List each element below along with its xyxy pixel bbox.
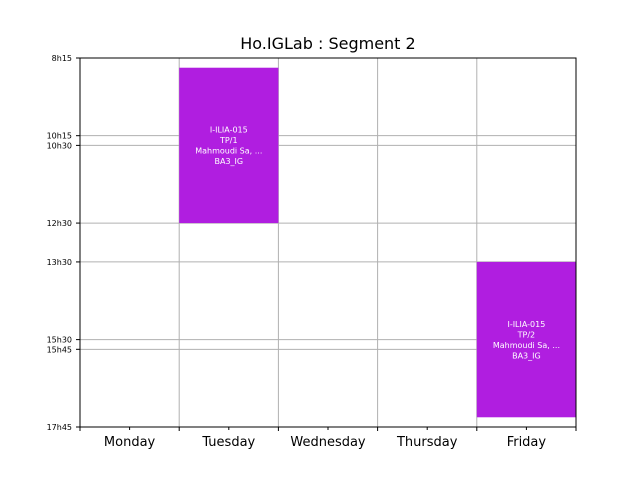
event-text-line: BA3_IG	[512, 351, 541, 360]
x-axis-ticks: Monday Tuesday Wednesday Thursday Friday	[79, 427, 577, 450]
event-text-line: TP/2	[517, 330, 536, 339]
chart-title: Ho.IGLab : Segment 2	[240, 34, 415, 53]
y-tick-label: 15h45	[47, 345, 72, 354]
event-block[interactable]	[476, 261, 576, 418]
y-tick-label: 12h30	[47, 219, 72, 228]
day-label: Thursday	[396, 435, 458, 450]
y-tick-label: 10h15	[47, 132, 72, 141]
day-label: Monday	[104, 435, 156, 450]
event-block[interactable]	[179, 67, 279, 224]
day-label: Wednesday	[290, 435, 366, 450]
y-tick-label: 17h45	[47, 423, 72, 432]
y-tick-label: 13h30	[47, 258, 72, 267]
event-text-line: Mahmoudi Sa, ...	[493, 341, 560, 350]
event-text-line: I-ILIA-015	[507, 320, 545, 329]
day-label: Tuesday	[201, 435, 255, 450]
event-text-line: BA3_IG	[214, 157, 243, 166]
y-tick-label: 8h15	[52, 54, 72, 63]
event-text-line: TP/1	[219, 136, 238, 145]
event-text-line: Mahmoudi Sa, ...	[195, 147, 262, 156]
y-tick-label: 15h30	[47, 336, 72, 345]
event-text-line: I-ILIA-015	[210, 126, 248, 135]
y-tick-label: 10h30	[47, 141, 72, 150]
day-label: Friday	[507, 435, 547, 450]
